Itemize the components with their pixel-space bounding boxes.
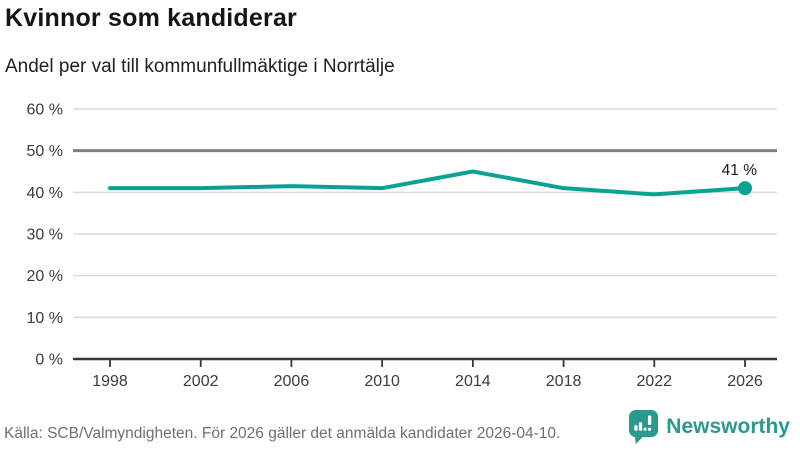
chart-footer: Källa: SCB/Valmyndigheten. För 2026 gäll…: [0, 404, 800, 450]
newsworthy-brand: Newsworthy: [628, 409, 790, 444]
y-tick-label: 0 %: [35, 352, 63, 369]
last-point-label: 41 %: [722, 162, 758, 179]
x-tick-label: 2022: [636, 373, 672, 390]
y-tick-label: 40 %: [27, 185, 63, 202]
data-line: [108, 169, 747, 197]
brand-name: Newsworthy: [666, 414, 790, 438]
x-tick-label: 2010: [364, 373, 400, 390]
y-tick-label: 60 %: [27, 101, 63, 118]
y-tick-label: 20 %: [27, 268, 63, 285]
y-tick-label: 10 %: [27, 310, 63, 327]
last-point-marker: [738, 181, 752, 196]
y-tick-label: 30 %: [27, 226, 63, 243]
newsworthy-logo-icon: [629, 410, 659, 444]
chart-subtitle: Andel per val till kommunfullmäktige i N…: [5, 56, 395, 77]
x-tick-label: 2014: [455, 373, 491, 390]
x-tick-label: 1998: [92, 373, 128, 390]
x-tick-label: 2026: [727, 373, 763, 390]
x-tick-label: 2002: [183, 373, 219, 390]
x-tick-label: 2006: [274, 373, 310, 390]
y-tick-label: 50 %: [27, 143, 63, 160]
x-tick-label: 2018: [546, 373, 582, 390]
source-note: Källa: SCB/Valmyndigheten. För 2026 gäll…: [4, 425, 561, 442]
chart-title: Kvinnor som kandiderar: [5, 4, 297, 32]
